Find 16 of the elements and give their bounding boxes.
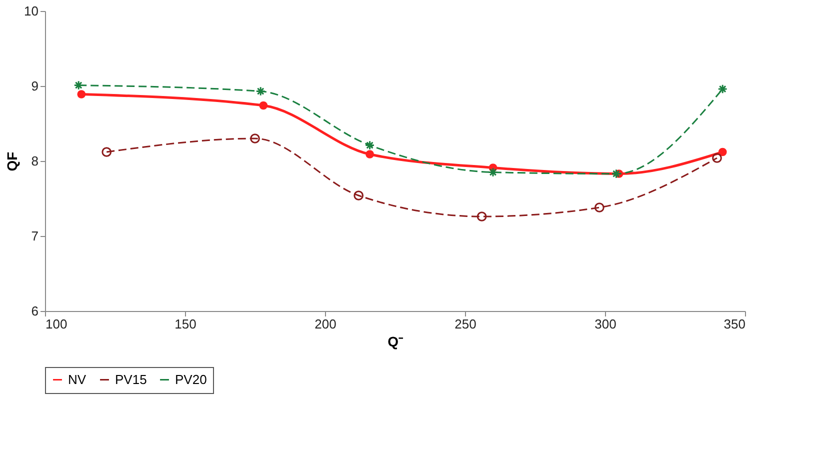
x-tick-label: 350 bbox=[724, 316, 746, 332]
x-tick-label: 250 bbox=[454, 316, 476, 332]
y-tick-label: 6 bbox=[31, 304, 38, 318]
y-tick-label: 7 bbox=[31, 228, 38, 244]
x-tick-label: 150 bbox=[174, 316, 196, 332]
x-tick-label: 200 bbox=[314, 316, 336, 332]
x-tick-label: 100 bbox=[46, 316, 68, 332]
legend-label: NV bbox=[68, 372, 86, 387]
legend-label: PV20 bbox=[175, 372, 207, 387]
x-axis-title: Q⁻ bbox=[388, 334, 404, 350]
y-axis-title: QF bbox=[4, 151, 20, 172]
x-tick-label: 300 bbox=[594, 316, 616, 332]
y-tick-label: 8 bbox=[31, 154, 38, 168]
legend-label: PV15 bbox=[115, 372, 147, 387]
y-tick-label: 10 bbox=[24, 4, 38, 18]
y-tick-label: 9 bbox=[31, 78, 38, 94]
